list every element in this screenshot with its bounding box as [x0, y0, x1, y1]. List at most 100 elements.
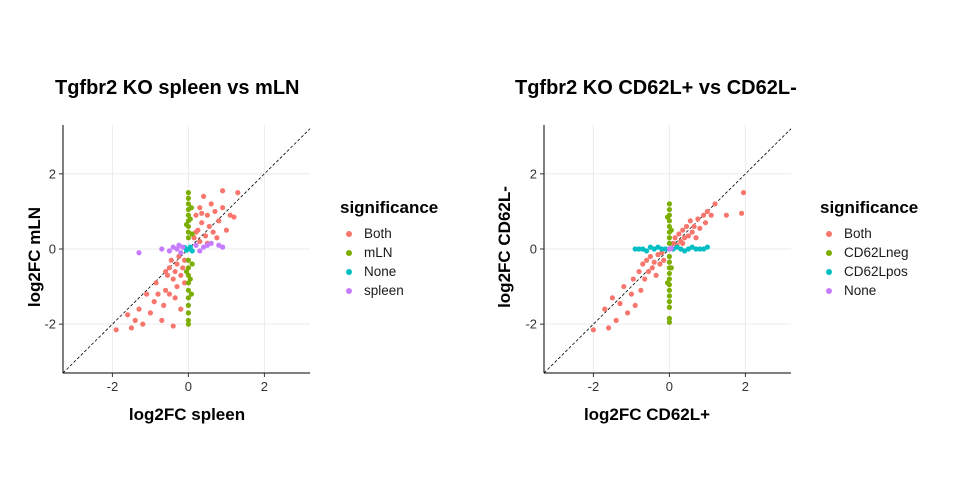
- data-point-mln: [185, 235, 191, 241]
- data-point-both: [163, 268, 169, 275]
- legend-label: Both: [364, 226, 392, 241]
- data-point-cd62lpos: [636, 246, 642, 252]
- data-point-cd62lneg: [666, 315, 672, 322]
- data-point-spleen: [193, 242, 199, 248]
- legend: significance Both mLN None spleen: [340, 198, 438, 300]
- data-point-both: [161, 302, 167, 308]
- x-tick-label: -2: [107, 379, 119, 394]
- data-point-cd62lneg: [664, 280, 671, 286]
- x-tick-label: 2: [261, 379, 268, 394]
- data-point-both: [644, 257, 650, 263]
- data-point-spleen: [178, 250, 184, 256]
- data-point-mln: [185, 257, 191, 263]
- right-chart-panel: Tgfbr2 KO CD62L+ vs CD62L- -2 0 2 -2 0 2 log2…: [480, 0, 960, 480]
- data-point-cd62lpos: [644, 248, 650, 254]
- data-point-both: [685, 233, 691, 239]
- data-point-cd62lneg: [666, 259, 672, 265]
- data-point-both: [163, 287, 169, 293]
- legend-label: None: [364, 264, 397, 279]
- data-point-both: [676, 231, 682, 237]
- y-tick-label: -2: [44, 317, 56, 332]
- data-point-both: [132, 317, 138, 323]
- data-point-both: [632, 302, 638, 308]
- legend-item-both: Both: [340, 224, 438, 243]
- data-point-both: [136, 306, 142, 312]
- y-tick-label: 2: [49, 166, 56, 181]
- x-tick-label: 0: [185, 379, 192, 394]
- data-point-none: [189, 248, 195, 254]
- legend-title: significance: [340, 198, 439, 217]
- data-point-cd62lneg: [666, 319, 672, 325]
- y-axis-label: log2FC CD62L-: [495, 186, 514, 308]
- data-point-both: [640, 261, 646, 267]
- legend-dot-none: [346, 268, 352, 275]
- legend-item-mln: mLN: [340, 243, 438, 262]
- data-point-mln: [185, 295, 191, 301]
- legend-label: mLN: [364, 245, 393, 260]
- data-point-spleen: [220, 244, 226, 250]
- data-point-mln: [183, 221, 190, 228]
- data-point-both: [687, 218, 693, 224]
- data-point-spleen: [166, 248, 172, 254]
- data-point-mln: [183, 268, 190, 275]
- data-point-both: [651, 259, 657, 265]
- data-point-both: [212, 208, 218, 215]
- legend-label: CD62Lneg: [844, 245, 909, 260]
- data-point-mln: [188, 291, 195, 297]
- data-point-both: [151, 299, 157, 305]
- data-point-both: [649, 265, 655, 271]
- data-point-mln: [185, 190, 191, 196]
- data-point-spleen: [208, 240, 214, 246]
- data-point-both: [235, 190, 241, 196]
- data-point-both: [204, 212, 210, 218]
- scatter-plot-cd62l-pos-vs-neg: -2 0 2 -2 0 2: [525, 125, 792, 394]
- data-point-both: [701, 212, 707, 218]
- x-axis-label: log2FC spleen: [128, 405, 246, 424]
- y-tick-label: 2: [530, 166, 537, 181]
- data-point-cd62lneg: [666, 304, 672, 310]
- legend-item-cd62lneg: CD62Lneg: [820, 243, 918, 262]
- data-point-both: [170, 276, 176, 282]
- data-point-cd62lneg: [668, 265, 674, 271]
- data-point-both: [159, 317, 165, 323]
- data-point-mln: [185, 195, 191, 201]
- data-point-both: [216, 218, 222, 224]
- data-point-both: [172, 295, 178, 301]
- data-point-both: [168, 257, 174, 263]
- data-point-both: [180, 265, 186, 271]
- data-point-cd62lneg: [666, 235, 672, 241]
- data-point-both: [606, 325, 612, 331]
- data-point-spleen: [159, 246, 165, 252]
- data-point-both: [199, 210, 205, 216]
- data-point-both: [602, 306, 608, 312]
- data-point-both: [220, 205, 226, 211]
- data-point-both: [647, 253, 653, 260]
- x-axis-label: log2FC CD62L+: [583, 405, 711, 424]
- left-chart-panel: Tgfbr2 KO spleen vs mLN -2 0 2 -2 0 2 log2FC …: [25, 77, 438, 424]
- data-point-both: [166, 291, 172, 297]
- data-point-both: [174, 283, 180, 290]
- data-point-mln: [185, 310, 191, 316]
- data-point-cd62lpos: [697, 246, 703, 252]
- data-point-both: [613, 317, 619, 323]
- legend-label: Both: [844, 226, 872, 241]
- data-point-both: [170, 323, 176, 329]
- data-point-cd62lpos: [663, 246, 669, 252]
- data-point-both: [693, 235, 699, 241]
- diagonal-reference-line: [62, 128, 311, 374]
- data-point-both: [680, 240, 686, 246]
- data-point-both: [680, 227, 686, 233]
- data-point-cd62lpos: [693, 246, 699, 252]
- legend-dot-none: [826, 287, 832, 294]
- data-point-both: [113, 327, 119, 333]
- data-point-both: [704, 208, 710, 215]
- data-point-both: [178, 272, 184, 278]
- data-point-mln: [185, 287, 191, 293]
- data-point-both: [193, 212, 199, 218]
- data-point-both: [740, 190, 747, 196]
- data-point-both: [636, 268, 642, 275]
- data-point-both: [197, 238, 203, 245]
- legend-item-both: Both: [820, 224, 918, 243]
- data-point-both: [672, 235, 678, 241]
- data-point-both: [140, 321, 146, 327]
